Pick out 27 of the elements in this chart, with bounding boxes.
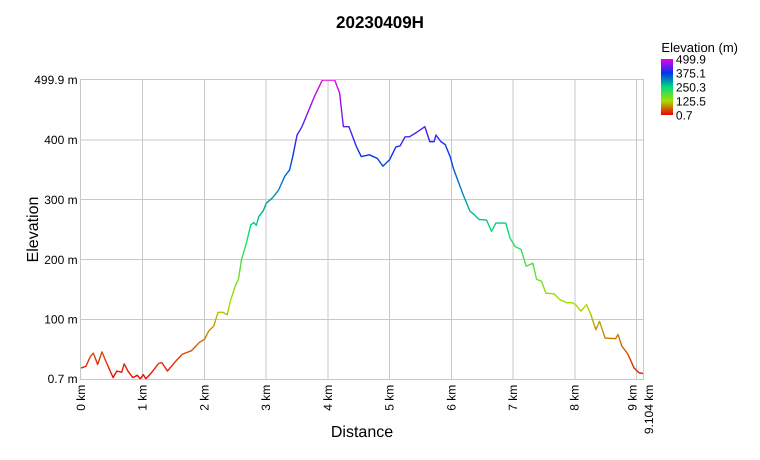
color-bar-title: Elevation (m)	[661, 40, 738, 55]
color-bar-label: 499.9	[676, 52, 706, 66]
x-tick-label: 1 km	[136, 384, 150, 411]
y-tick-label: 300 m	[44, 192, 78, 207]
y-tick-label: 499.9 m	[34, 73, 78, 88]
y-axis-title: Elevation	[25, 196, 42, 262]
y-tick-label: 0.7 m	[48, 372, 78, 386]
y-tick-label: 200 m	[44, 252, 78, 267]
y-tick-label: 100 m	[44, 312, 78, 327]
chart-title: 20230409H	[336, 13, 424, 32]
x-tick-label: 3 km	[259, 384, 274, 411]
x-tick-label: 7 km	[506, 384, 520, 411]
x-tick-label: 9.104 km	[642, 384, 656, 434]
y-tick-label: 400 m	[44, 133, 78, 148]
color-bar-label: 375.1	[676, 66, 706, 80]
x-tick-label: 5 km	[382, 384, 397, 411]
color-bar-label: 0.7	[676, 108, 693, 122]
x-tick-label: 6 km	[444, 384, 458, 411]
x-tick-label: 0 km	[74, 384, 88, 411]
color-bar-label: 250.3	[676, 80, 706, 94]
x-tick-label: 8 km	[568, 384, 582, 411]
x-tick-label: 9 km	[625, 384, 640, 411]
x-axis-title: Distance	[330, 424, 394, 441]
line-series	[81, 80, 643, 379]
color-bar-label: 125.5	[676, 94, 706, 108]
x-tick-label: 2 km	[197, 384, 212, 411]
x-tick-label: 4 km	[320, 384, 335, 411]
